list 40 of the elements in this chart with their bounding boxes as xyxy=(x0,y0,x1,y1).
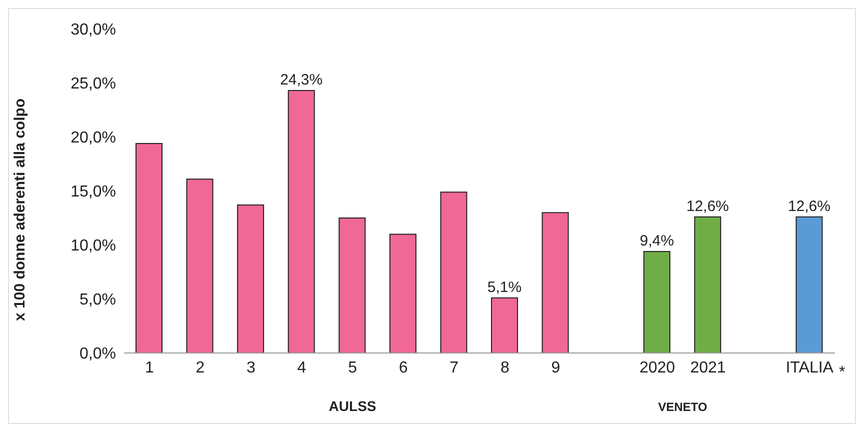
bar xyxy=(136,142,162,353)
x-tick-label: 9 xyxy=(551,359,560,376)
bar xyxy=(186,178,214,353)
y-tick-label: 15,0% xyxy=(70,184,116,201)
bar xyxy=(796,216,823,353)
text: * xyxy=(839,364,846,381)
x-tick-label: ITALIA xyxy=(786,359,834,376)
y-axis-title: x 100 donne aderenti alla colpo xyxy=(11,98,28,321)
x-tick-label: 5 xyxy=(348,359,358,376)
x-tick-label: 3 xyxy=(246,359,256,376)
x-tick-label: 2 xyxy=(196,359,205,376)
x-tick-label: 1 xyxy=(144,359,154,376)
x-tick-label: 6 xyxy=(398,359,408,376)
bar xyxy=(440,192,468,353)
y-tick-label: 20,0% xyxy=(70,130,116,147)
data-label: 5,1% xyxy=(487,278,522,296)
bar xyxy=(643,250,670,353)
bar xyxy=(491,297,518,353)
x-tick-label: 4 xyxy=(297,359,306,376)
y-tick-label: 30,0% xyxy=(70,22,116,39)
text: AULSS xyxy=(328,398,376,414)
y-tick-label: 5,0% xyxy=(80,292,116,309)
y-tick-label: 25,0% xyxy=(70,76,116,93)
data-label: 12,6% xyxy=(686,198,729,215)
y-tick-label: 10,0% xyxy=(70,238,116,255)
bar xyxy=(389,234,416,353)
bar xyxy=(542,212,569,353)
data-label: 24,3% xyxy=(280,72,323,89)
data-label: 9,4% xyxy=(640,232,674,250)
bar xyxy=(694,216,722,353)
bar xyxy=(288,90,315,353)
bar xyxy=(237,204,264,353)
x-tick-label: 8 xyxy=(500,359,510,376)
bar xyxy=(338,218,366,353)
x-tick-label: 7 xyxy=(450,359,459,376)
text: VENETO xyxy=(658,400,708,414)
x-tick-label: 2021 xyxy=(690,359,726,376)
y-tick-label: 0,0% xyxy=(80,346,116,363)
x-tick-label: 2020 xyxy=(639,359,676,376)
data-label: 12,6% xyxy=(788,198,830,215)
